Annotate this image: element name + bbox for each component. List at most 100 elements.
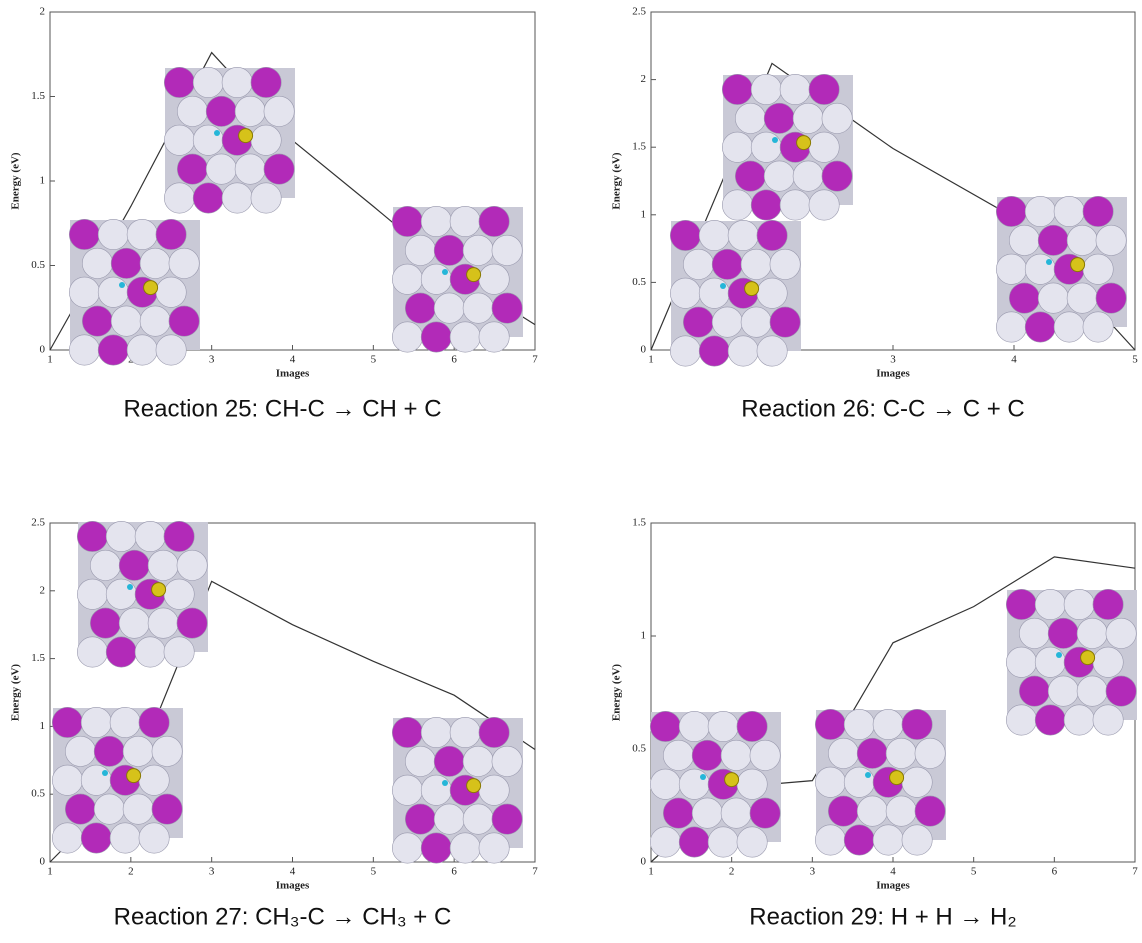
atom: [177, 608, 207, 638]
atom: [1025, 196, 1055, 226]
y-tick-label: 1.5: [632, 141, 646, 153]
atom: [492, 235, 522, 265]
adsorbate: [890, 771, 904, 785]
adsorbate: [865, 772, 871, 778]
atom: [463, 293, 493, 323]
atom: [156, 219, 186, 249]
atom: [392, 775, 422, 805]
atom: [1096, 225, 1126, 255]
atom: [1077, 676, 1107, 706]
x-tick-label: 3: [810, 866, 816, 878]
atom: [90, 608, 120, 638]
atom: [1035, 589, 1065, 619]
atom: [156, 277, 186, 307]
atom: [123, 794, 153, 824]
y-tick-label: 1: [40, 720, 46, 732]
atom: [750, 740, 780, 770]
atom: [650, 711, 680, 741]
x-tick-label: 4: [290, 866, 296, 878]
atom: [764, 161, 794, 191]
x-tick-label: 6: [1052, 866, 1058, 878]
atom: [815, 767, 845, 797]
atom: [722, 190, 752, 220]
adsorbate: [1056, 652, 1062, 658]
surface-inset: [722, 74, 853, 220]
atom: [421, 833, 451, 863]
atom: [650, 827, 680, 857]
caption: Reaction 26: C-C → C + C: [741, 395, 1024, 422]
atom: [770, 307, 800, 337]
atom: [1083, 312, 1113, 342]
atom: [1009, 225, 1039, 255]
y-tick-label: 2: [40, 6, 46, 18]
atom: [1083, 196, 1113, 226]
atom: [69, 335, 99, 365]
atom: [764, 103, 794, 133]
surface-inset: [670, 220, 801, 366]
adsorbate: [152, 583, 166, 597]
x-axis-label: Images: [876, 368, 910, 380]
atom: [809, 190, 839, 220]
y-axis-label: Energy (eV): [611, 152, 623, 209]
atom: [69, 219, 99, 249]
x-tick-label: 5: [971, 866, 977, 878]
atom: [206, 154, 236, 184]
atom: [670, 336, 700, 366]
y-tick-label: 0: [40, 344, 46, 356]
atom: [52, 765, 82, 795]
atom: [81, 707, 111, 737]
atom: [434, 804, 464, 834]
y-tick-label: 0.5: [632, 276, 646, 288]
atom: [434, 293, 464, 323]
adsorbate: [144, 281, 158, 295]
atom: [1054, 312, 1084, 342]
atom: [405, 235, 435, 265]
surface-inset: [392, 206, 523, 352]
adsorbate: [467, 268, 481, 282]
atom: [169, 306, 199, 336]
atom: [405, 804, 435, 834]
x-axis-label: Images: [276, 880, 310, 892]
atom: [1093, 647, 1123, 677]
atom: [699, 220, 729, 250]
atom: [206, 96, 236, 126]
atom: [492, 746, 522, 776]
atom: [106, 579, 136, 609]
atom: [392, 322, 422, 352]
atom: [757, 336, 787, 366]
atom: [479, 322, 509, 352]
atom: [670, 220, 700, 250]
adsorbate: [772, 137, 778, 143]
atom: [902, 709, 932, 739]
atom: [139, 765, 169, 795]
atom: [222, 67, 252, 97]
atom: [69, 277, 99, 307]
atom: [737, 769, 767, 799]
y-tick-label: 1.5: [632, 517, 646, 529]
atom: [1025, 254, 1055, 284]
atom: [392, 206, 422, 236]
caption: Reaction 29: H + H → H₂: [749, 903, 1016, 930]
adsorbate: [239, 129, 253, 143]
atom: [1067, 225, 1097, 255]
atom: [169, 248, 199, 278]
atom: [793, 161, 823, 191]
atom: [421, 322, 451, 352]
atom: [463, 746, 493, 776]
atom: [111, 248, 141, 278]
x-tick-label: 3: [890, 354, 896, 366]
atom: [1019, 618, 1049, 648]
atom: [996, 196, 1026, 226]
atom: [683, 249, 713, 279]
atom: [902, 825, 932, 855]
surface-inset: [650, 711, 781, 857]
atom: [152, 736, 182, 766]
surface-inset: [996, 196, 1127, 342]
y-axis-label: Energy (eV): [10, 664, 22, 721]
atom: [708, 827, 738, 857]
y-tick-label: 0.5: [31, 788, 45, 800]
atom: [1064, 705, 1094, 735]
atom: [728, 220, 758, 250]
atom: [90, 550, 120, 580]
atom: [111, 306, 141, 336]
